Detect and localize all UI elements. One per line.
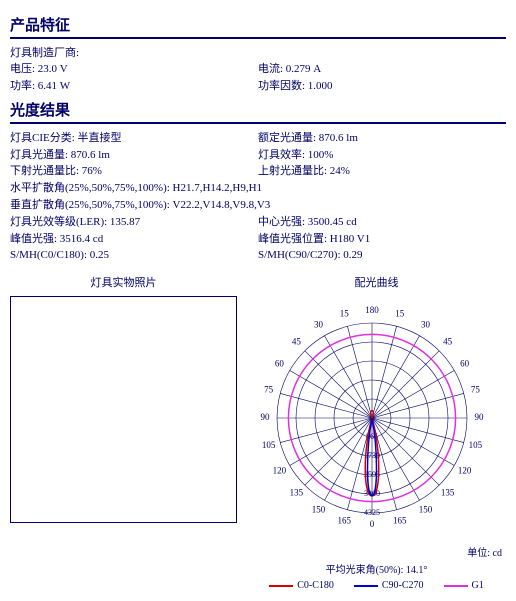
svg-text:45: 45	[443, 337, 453, 347]
polar-title: 配光曲线	[247, 274, 506, 290]
section-photometry-title: 光度结果	[10, 99, 506, 124]
lum-flux: 灯具光通量: 870.6 lm	[10, 148, 258, 163]
svg-text:90: 90	[475, 412, 485, 422]
svg-text:15: 15	[395, 309, 405, 319]
center-intensity: 中心光强: 3500.45 cd	[258, 215, 506, 230]
voltage: 电压: 23.0 V	[10, 62, 258, 77]
avg-beam: 平均光束角(50%): 14.1°	[247, 561, 506, 576]
peak-pos: 峰值光强位置: H180 V1	[258, 232, 506, 247]
h-spread: 水平扩散角(25%,50%,75%,100%): H21.7,H14.2,H9,…	[10, 181, 506, 196]
svg-text:150: 150	[312, 505, 326, 515]
legend: C0-C180 C90-C270 G1	[247, 580, 506, 591]
photometry-block: 灯具CIE分类: 半直接型 灯具光通量: 870.6 lm 下射光通量比: 76…	[10, 130, 506, 180]
product-block: 灯具制造厂商: 电压: 23.0 V 功率: 6.41 W 电流: 0.279 …	[10, 45, 506, 95]
svg-text:75: 75	[471, 385, 481, 395]
ler: 灯具光效等级(LER): 135.87	[10, 215, 258, 230]
svg-text:105: 105	[262, 440, 276, 450]
down-ratio: 下射光通量比: 76%	[10, 164, 258, 179]
svg-text:60: 60	[460, 359, 470, 369]
power: 功率: 6.41 W	[10, 79, 258, 94]
svg-text:0: 0	[370, 519, 375, 529]
smh0: S/MH(C0/C180): 0.25	[10, 248, 258, 263]
svg-text:180: 180	[365, 305, 379, 315]
cie-class: 灯具CIE分类: 半直接型	[10, 131, 258, 146]
v-spread: 垂直扩散角(25%,50%,75%,100%): V22.2,V14.8,V9.…	[10, 198, 506, 213]
svg-text:120: 120	[458, 466, 472, 476]
legend-g1: G1	[472, 580, 484, 591]
smh90: S/MH(C90/C270): 0.29	[258, 248, 506, 263]
svg-text:165: 165	[393, 516, 407, 526]
svg-text:60: 60	[275, 359, 285, 369]
legend-c90: C90-C270	[382, 580, 424, 591]
svg-text:135: 135	[290, 488, 304, 498]
svg-text:75: 75	[264, 385, 274, 395]
legend-c0: C0-C180	[297, 580, 334, 591]
svg-text:45: 45	[292, 337, 302, 347]
unit-label: 单位: cd	[247, 544, 502, 559]
svg-text:120: 120	[273, 466, 287, 476]
svg-text:135: 135	[441, 488, 455, 498]
figure-row: 灯具实物照片 配光曲线 1801651651501501351351201201…	[10, 264, 506, 591]
svg-text:4325: 4325	[364, 508, 380, 517]
polar-chart: 1801651651501501351351201201051059090757…	[247, 296, 497, 541]
svg-text:105: 105	[469, 440, 483, 450]
rated-flux: 额定光通量: 870.6 lm	[258, 131, 506, 146]
up-ratio: 上射光通量比: 24%	[258, 164, 506, 179]
peak-intensity: 峰值光强: 3516.4 cd	[10, 232, 258, 247]
svg-text:150: 150	[419, 505, 433, 515]
svg-text:30: 30	[314, 320, 324, 330]
svg-text:2595: 2595	[364, 470, 380, 479]
svg-text:90: 90	[261, 412, 271, 422]
svg-text:30: 30	[421, 320, 431, 330]
photo-title: 灯具实物照片	[10, 274, 237, 290]
current: 电流: 0.279 A	[258, 62, 506, 77]
photo-placeholder	[10, 296, 237, 523]
svg-text:165: 165	[338, 516, 352, 526]
section-product-title: 产品特征	[10, 14, 506, 39]
manufacturer: 灯具制造厂商:	[10, 46, 258, 61]
efficiency: 灯具效率: 100%	[258, 148, 506, 163]
power-factor: 功率因数: 1.000	[258, 79, 506, 94]
svg-text:15: 15	[340, 309, 350, 319]
